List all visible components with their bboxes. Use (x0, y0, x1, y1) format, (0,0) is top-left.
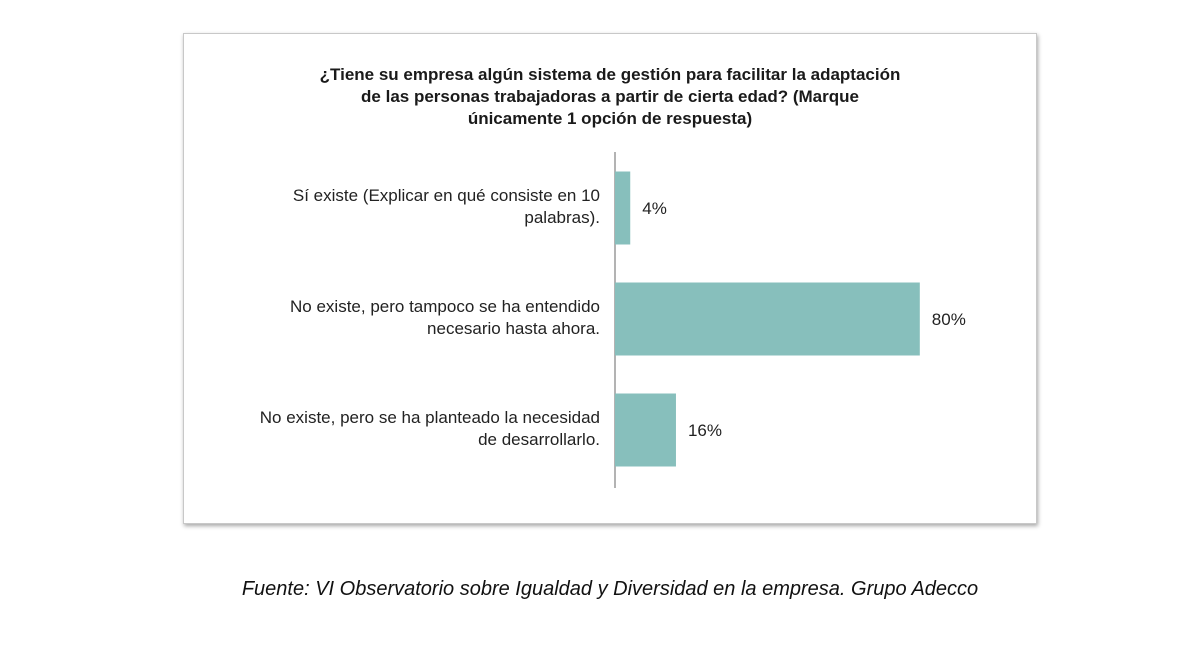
bar-data-label: 16% (688, 421, 722, 440)
bar-data-label: 80% (932, 310, 966, 329)
chart-title-line: ¿Tiene su empresa algún sistema de gesti… (319, 65, 901, 84)
chart-frame: ¿Tiene su empresa algún sistema de gesti… (183, 33, 1037, 524)
source-caption: Fuente: VI Observatorio sobre Igualdad y… (241, 578, 979, 600)
bar-data-label: 4% (642, 199, 667, 218)
chart-title: ¿Tiene su empresa algún sistema de gesti… (184, 64, 1036, 130)
category-label: Sí existe (Explicar en qué consiste en 1… (220, 185, 600, 229)
category-label-line: de desarrollarlo. (478, 430, 600, 449)
category-label-line: No existe, pero tampoco se ha entendido (290, 297, 600, 316)
category-label-line: No existe, pero se ha planteado la neces… (259, 408, 600, 427)
chart-title-line: de las personas trabajadoras a partir de… (361, 87, 859, 106)
bar (615, 282, 920, 356)
bar (615, 171, 631, 245)
category-label-line: Sí existe (Explicar en qué consiste en 1… (292, 186, 600, 205)
category-label-line: necesario hasta ahora. (427, 319, 600, 338)
category-label-line: palabras). (524, 208, 600, 227)
bar-plot: 4% 80% 16% (614, 152, 966, 488)
chart-title-line: únicamente 1 opción de respuesta) (467, 109, 753, 128)
category-label: No existe, pero se ha planteado la neces… (220, 407, 600, 451)
bar (615, 393, 676, 467)
category-label: No existe, pero tampoco se ha entendido … (220, 296, 600, 340)
